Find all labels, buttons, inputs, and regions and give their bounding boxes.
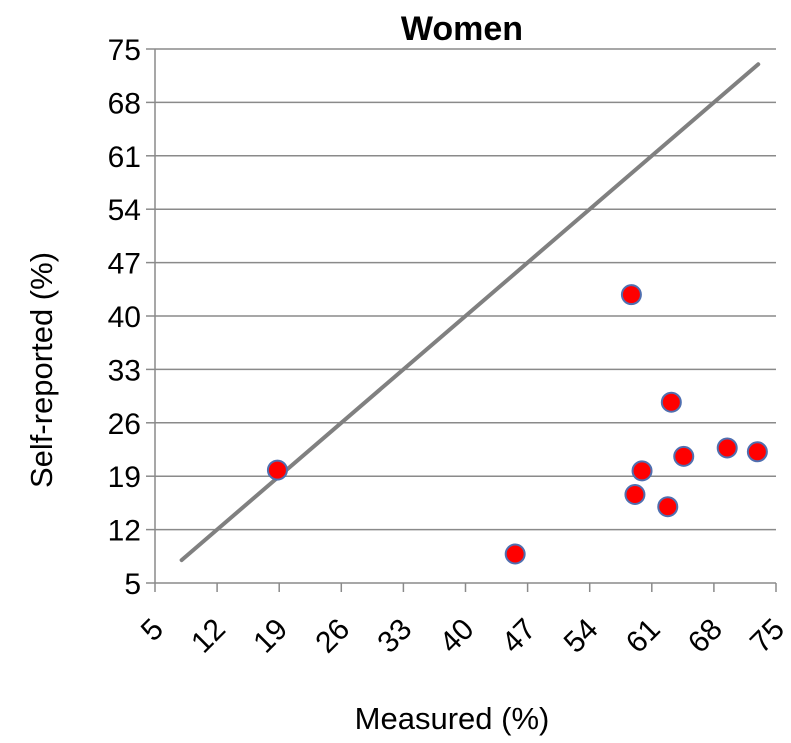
chart-title: Women <box>401 10 523 48</box>
reference-line <box>179 62 761 563</box>
x-tick-label: 68 <box>682 613 729 660</box>
x-tick-label: 47 <box>496 613 543 660</box>
y-tick-label: 75 <box>108 34 141 67</box>
data-point <box>746 441 768 463</box>
y-tick-label: 40 <box>108 301 141 334</box>
y-tick-label: 19 <box>108 461 141 494</box>
data-point <box>266 459 288 481</box>
x-tick-label: 54 <box>558 613 605 660</box>
data-point <box>657 496 679 518</box>
x-tick-label: 19 <box>247 613 294 660</box>
y-tick-label: 26 <box>108 408 141 441</box>
x-tick-label: 75 <box>744 613 791 660</box>
x-tick-label: 61 <box>620 613 667 660</box>
y-tick-labels: 5 12 19 26 33 40 47 54 61 68 75 <box>108 34 141 601</box>
data-points <box>266 284 768 565</box>
y-tick-label: 47 <box>108 248 141 281</box>
data-point <box>660 391 682 413</box>
y-axis-label: Self-reported (%) <box>24 252 59 488</box>
y-tick-label: 33 <box>108 354 141 387</box>
x-tick-label: 40 <box>434 613 481 660</box>
reference-line-group <box>179 62 761 563</box>
data-point <box>620 284 642 306</box>
data-point <box>624 484 646 506</box>
data-point <box>631 460 653 482</box>
y-tick-label: 61 <box>108 141 141 174</box>
x-tick-label: 26 <box>309 613 356 660</box>
y-tick-label: 68 <box>108 87 141 120</box>
data-point <box>716 437 738 459</box>
y-tick-label: 54 <box>108 194 141 227</box>
axes <box>146 48 777 592</box>
y-tick-label: 12 <box>108 515 141 548</box>
data-point <box>504 543 526 565</box>
x-tick-labels: 5 12 19 26 33 40 47 54 61 68 75 <box>135 613 791 660</box>
data-point <box>673 445 695 467</box>
x-axis-label: Measured (%) <box>355 701 550 736</box>
x-tick-label: 33 <box>371 613 418 660</box>
x-tick-label: 5 <box>135 613 170 648</box>
x-tick-label: 12 <box>185 613 232 660</box>
y-tick-label: 5 <box>124 568 141 601</box>
